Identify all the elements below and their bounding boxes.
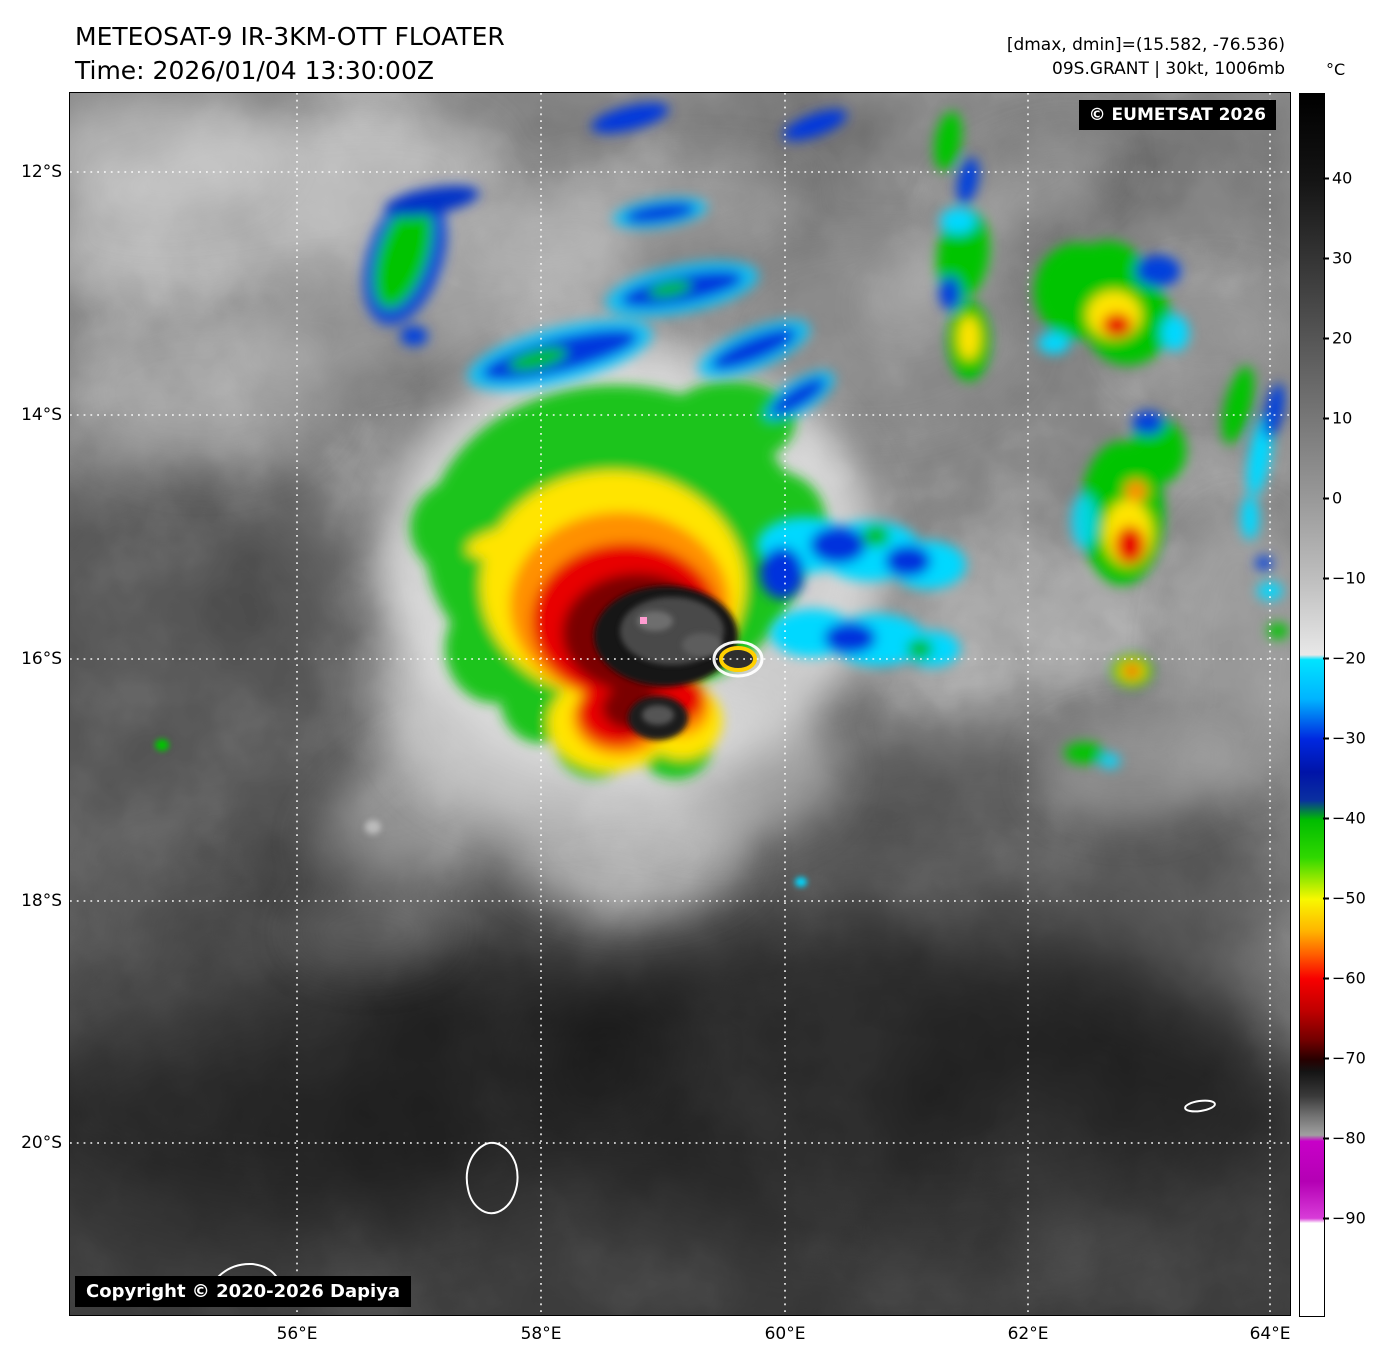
product-title: METEOSAT-9 IR-3KM-OTT FLOATER (75, 22, 505, 51)
lon-label-56e: 56°E (276, 1324, 318, 1344)
colorbar-tick-n50: −50 (1332, 888, 1366, 908)
colorbar-tick-n90: −90 (1332, 1208, 1366, 1228)
lon-label-64e: 64°E (1249, 1324, 1291, 1344)
colorbar-tick-n70: −70 (1332, 1048, 1366, 1068)
header-readouts: [dmax, dmin]=(15.582, -76.536) 09S.GRANT… (1007, 34, 1285, 82)
lat-label-20s: 20°S (21, 1133, 62, 1153)
lat-label-12s: 12°S (21, 162, 62, 182)
temperature-colorbar (1299, 93, 1325, 1317)
lat-label-16s: 16°S (21, 649, 62, 669)
lon-label-58e: 58°E (520, 1324, 562, 1344)
colorbar-tick-n80: −80 (1332, 1128, 1366, 1148)
satellite-image (70, 93, 1290, 1315)
satellite-map: © EUMETSAT 2026 Copyright © 2020-2026 Da… (69, 92, 1291, 1316)
lon-label-60e: 60°E (764, 1324, 806, 1344)
product-time: Time: 2026/01/04 13:30:00Z (75, 56, 434, 85)
lat-label-14s: 14°S (21, 405, 62, 425)
colorbar-tick-n10: −10 (1332, 568, 1366, 588)
colorbar-tick-n40: −40 (1332, 808, 1366, 828)
dmax-dmin-readout: [dmax, dmin]=(15.582, -76.536) (1006, 35, 1285, 55)
storm-readout: 09S.GRANT | 30kt, 1006mb (1052, 58, 1285, 79)
lat-label-18s: 18°S (21, 891, 62, 911)
colorbar-tick-20: 20 (1332, 328, 1353, 348)
colorbar-tick-0: 0 (1332, 488, 1343, 508)
copyright-badge: Copyright © 2020-2026 Dapiya (75, 1276, 412, 1307)
colorbar-tick-10: 10 (1332, 408, 1353, 428)
colorbar-tick-40: 40 (1332, 168, 1353, 188)
lon-label-62e: 62°E (1007, 1324, 1049, 1344)
colorbar-tick-n60: −60 (1332, 968, 1366, 988)
eumetsat-badge: © EUMETSAT 2026 (1078, 100, 1276, 130)
colorbar-tick-n20: −20 (1332, 648, 1366, 668)
colorbar-tick-n30: −30 (1332, 728, 1366, 748)
colorbar-tick-30: 30 (1332, 248, 1353, 268)
colorbar-unit-label: °C (1326, 60, 1346, 79)
